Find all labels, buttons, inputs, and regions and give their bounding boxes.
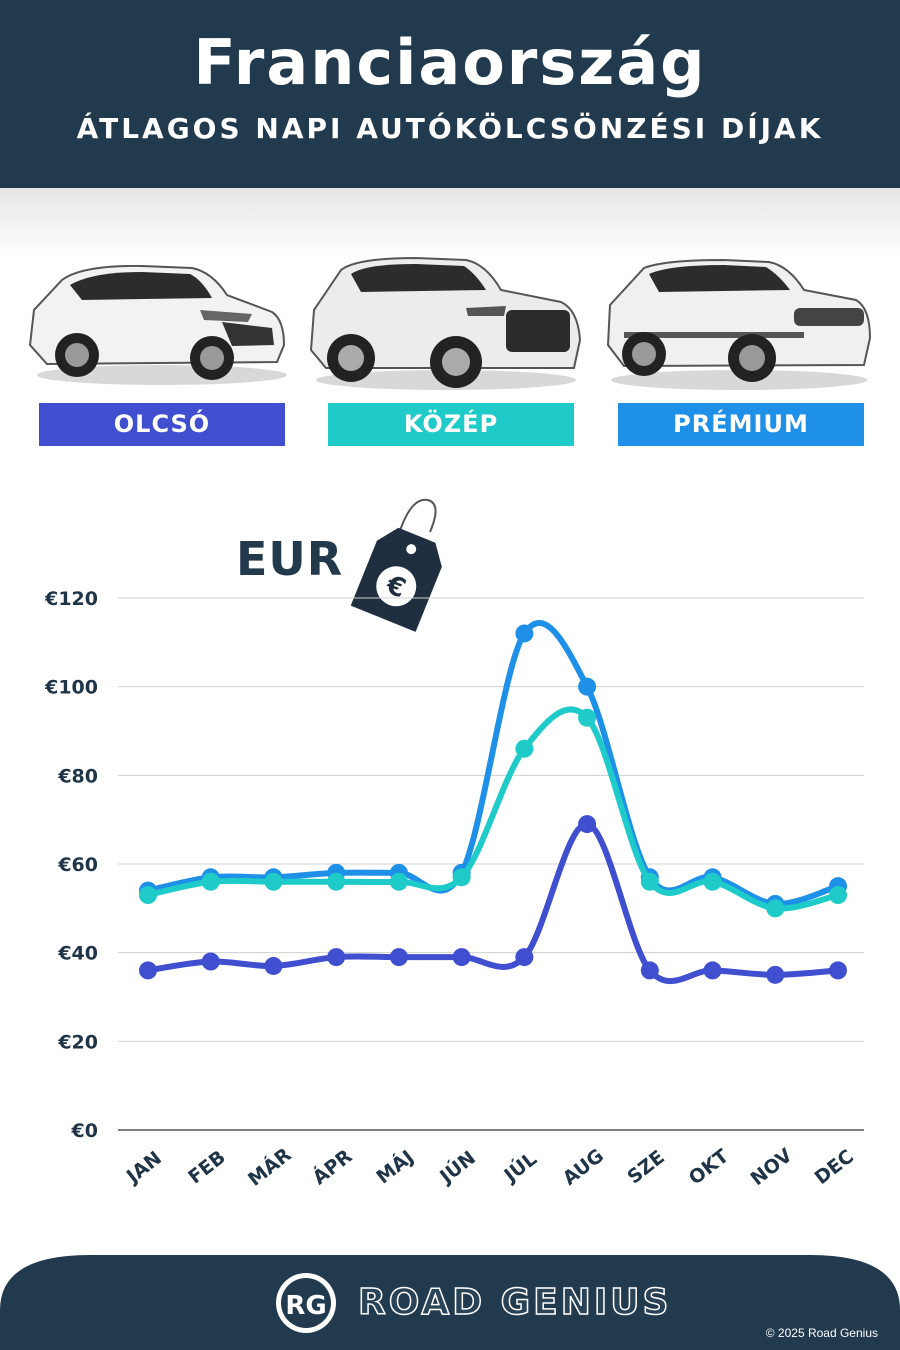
suv-car-image xyxy=(309,256,582,390)
y-tick-label: €100 xyxy=(44,677,98,699)
footer-banner: RG xyxy=(0,1255,900,1350)
x-tick-label: NOV xyxy=(747,1144,797,1190)
data-point xyxy=(640,872,659,891)
legend-badge-mid: KÖZÉP xyxy=(328,403,574,446)
data-point xyxy=(578,677,597,696)
legend-badge-cheap: OLCSÓ xyxy=(39,403,285,446)
y-tick-label: €60 xyxy=(57,854,98,876)
x-tick-label: OKT xyxy=(685,1145,733,1189)
x-tick-label: JÚN xyxy=(433,1145,480,1189)
x-tick-label: MÁR xyxy=(243,1143,295,1191)
data-point xyxy=(264,956,283,975)
y-tick-label: €0 xyxy=(71,1120,98,1142)
data-point xyxy=(703,961,722,980)
data-point xyxy=(452,868,471,887)
page-title: Franciaország xyxy=(193,26,707,99)
data-point xyxy=(389,948,408,967)
y-tick-label: €80 xyxy=(57,765,98,787)
data-point xyxy=(578,708,597,727)
data-point xyxy=(829,886,847,905)
header-banner: Franciaország ÁTLAGOS NAPI AUTÓKÖLCSÖNZÉ… xyxy=(0,0,900,188)
x-tick-label: JÚL xyxy=(497,1146,541,1187)
x-tick-label: SZE xyxy=(623,1146,668,1188)
x-tick-label: JAN xyxy=(121,1147,166,1189)
currency-label: EUR xyxy=(236,532,344,586)
line-chart: €0 €20 €40 €60 €80 €100 €120 JAN FEB MÁR ÁPR MÁJ JÚN… xyxy=(44,588,864,1191)
series-line xyxy=(145,620,841,907)
data-point xyxy=(703,872,722,891)
series-line xyxy=(145,821,841,985)
data-point xyxy=(327,872,346,891)
data-point xyxy=(264,872,283,891)
data-point xyxy=(139,886,157,905)
x-tick-label: DEC xyxy=(811,1145,858,1189)
data-point xyxy=(640,961,659,980)
data-point xyxy=(139,961,157,980)
data-point xyxy=(452,948,471,967)
data-point xyxy=(766,965,785,984)
data-point xyxy=(327,948,346,967)
x-tick-label: FEB xyxy=(184,1146,229,1188)
x-tick-label: AUG xyxy=(559,1145,608,1190)
header-fade xyxy=(0,188,900,258)
data-point xyxy=(578,815,597,834)
x-tick-label: ÁPR xyxy=(308,1144,357,1189)
data-point xyxy=(515,624,534,643)
legend-badge-premium: PRÉMIUM xyxy=(618,403,864,446)
y-tick-label: €20 xyxy=(57,1031,98,1053)
data-point xyxy=(201,952,220,971)
price-tag-icon: € xyxy=(350,498,442,632)
data-point xyxy=(389,872,408,891)
data-point xyxy=(829,961,847,980)
premium-suv-car-image xyxy=(606,258,872,390)
hatchback-car-image xyxy=(28,264,287,385)
data-point xyxy=(766,899,785,918)
data-point xyxy=(515,739,534,758)
x-tick-label: MÁJ xyxy=(372,1145,418,1188)
y-tick-label: €120 xyxy=(44,588,98,610)
data-point xyxy=(515,948,534,967)
copyright-text: © 2025 Road Genius xyxy=(765,1326,878,1340)
brand-name: ROAD GENIUS xyxy=(357,1281,672,1324)
data-point xyxy=(201,872,220,891)
logo-initials: RG xyxy=(285,1291,326,1321)
y-tick-label: €40 xyxy=(57,943,98,965)
page-subtitle: ÁTLAGOS NAPI AUTÓKÖLCSÖNZÉSI DÍJAK xyxy=(76,112,824,145)
